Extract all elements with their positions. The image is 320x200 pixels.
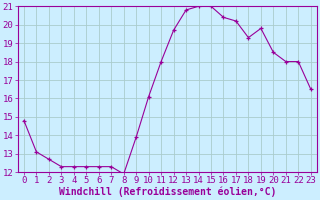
X-axis label: Windchill (Refroidissement éolien,°C): Windchill (Refroidissement éolien,°C)	[59, 187, 276, 197]
